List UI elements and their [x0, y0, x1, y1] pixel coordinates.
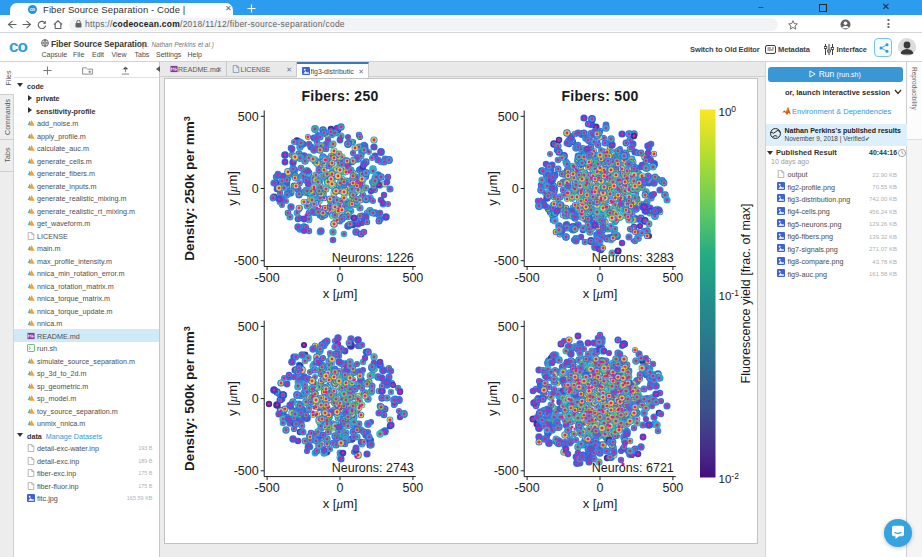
svg-text:-500: -500 [494, 254, 519, 268]
svg-text:-500: -500 [494, 464, 519, 478]
svg-text:500: 500 [498, 320, 519, 334]
svg-text:Neurons: 3283: Neurons: 3283 [592, 251, 674, 265]
svg-text:Density: 250k per mm3: Density: 250k per mm3 [182, 116, 197, 261]
svg-text:500: 500 [238, 110, 259, 124]
svg-text:0: 0 [512, 392, 519, 406]
svg-text:10-1: 10-1 [719, 288, 740, 302]
svg-text:0: 0 [337, 271, 344, 285]
svg-text:0: 0 [512, 182, 519, 196]
svg-text:500: 500 [238, 320, 259, 334]
svg-text:-500: -500 [515, 481, 540, 495]
svg-text:x [μm]: x [μm] [583, 286, 618, 301]
svg-text:500: 500 [402, 481, 423, 495]
svg-text:100: 100 [719, 104, 737, 118]
svg-text:x [μm]: x [μm] [583, 496, 618, 511]
svg-text:10-2: 10-2 [719, 471, 740, 485]
svg-text:Fluorescence yield [frac. of m: Fluorescence yield [frac. of max] [739, 204, 753, 384]
svg-text:0: 0 [597, 271, 604, 285]
svg-text:Neurons: 1226: Neurons: 1226 [332, 251, 414, 265]
svg-text:0: 0 [337, 481, 344, 495]
svg-text:x [μm]: x [μm] [323, 496, 358, 511]
svg-text:0: 0 [252, 392, 259, 406]
svg-text:y [μm]: y [μm] [485, 381, 500, 416]
svg-text:-500: -500 [234, 464, 259, 478]
svg-text:-500: -500 [255, 271, 280, 285]
svg-text:Neurons: 2743: Neurons: 2743 [332, 461, 414, 475]
svg-text:-500: -500 [255, 481, 280, 495]
svg-text:500: 500 [498, 110, 519, 124]
svg-text:0: 0 [252, 182, 259, 196]
svg-text:500: 500 [662, 481, 683, 495]
svg-text:y [μm]: y [μm] [485, 171, 500, 206]
svg-text:-500: -500 [234, 254, 259, 268]
svg-text:x [μm]: x [μm] [323, 286, 358, 301]
svg-text:-500: -500 [515, 271, 540, 285]
svg-text:500: 500 [662, 271, 683, 285]
svg-text:0: 0 [597, 481, 604, 495]
svg-text:y [μm]: y [μm] [225, 381, 240, 416]
svg-text:Fibers: 500: Fibers: 500 [561, 88, 638, 104]
svg-text:Fibers: 250: Fibers: 250 [301, 88, 378, 104]
svg-text:Neurons: 6721: Neurons: 6721 [592, 461, 674, 475]
svg-text:y [μm]: y [μm] [225, 171, 240, 206]
svg-text:500: 500 [402, 271, 423, 285]
svg-text:Density: 500k per mm3: Density: 500k per mm3 [182, 326, 197, 471]
